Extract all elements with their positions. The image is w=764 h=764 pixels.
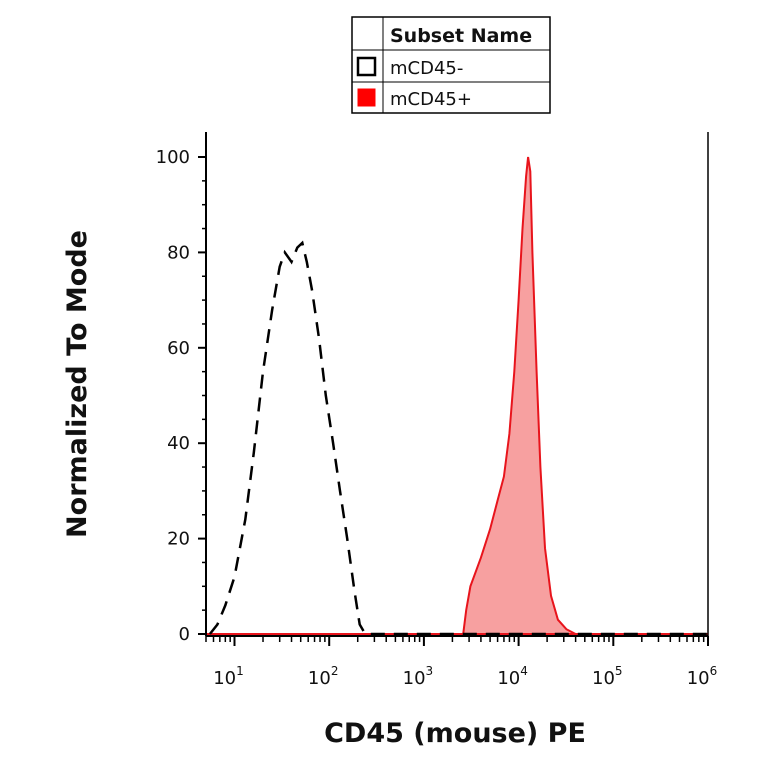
y-ticks: 0 20 40 60 80 100: [156, 147, 206, 645]
x-tick-label: 104: [497, 664, 528, 689]
legend-label-mcd45-pos: mCD45+: [390, 89, 472, 110]
y-tick-label: 0: [179, 624, 190, 645]
legend-header: Subset Name: [390, 25, 532, 47]
x-tick-label: 103: [403, 664, 434, 689]
y-axis-title: Normalized To Mode: [62, 230, 93, 538]
y-tick-label: 40: [167, 433, 190, 454]
x-tick-label: 106: [687, 664, 718, 689]
x-tick-label: 105: [592, 664, 623, 689]
series-layer: [206, 156, 708, 636]
series-mcd45-pos: [206, 156, 708, 635]
x-tick-label: 102: [308, 664, 339, 689]
y-tick-label: 20: [167, 529, 190, 550]
legend-swatch-mcd45-pos: [357, 88, 376, 107]
legend-label-mcd45-neg: mCD45-: [390, 58, 463, 79]
axes: [205, 132, 709, 637]
x-ticks: 101 102 103 104 105 106: [205, 636, 718, 689]
legend-swatch-mcd45-neg: [356, 56, 377, 77]
y-tick-label: 80: [167, 242, 190, 263]
y-tick-label: 100: [156, 147, 190, 168]
x-tick-label: 101: [213, 664, 244, 689]
series-mcd45-neg: [208, 240, 708, 636]
legend: Subset Name mCD45- mCD45+: [351, 16, 551, 114]
y-tick-label: 60: [167, 338, 190, 359]
x-axis-title: CD45 (mouse) PE: [324, 718, 586, 749]
legend-frame: [351, 16, 551, 114]
